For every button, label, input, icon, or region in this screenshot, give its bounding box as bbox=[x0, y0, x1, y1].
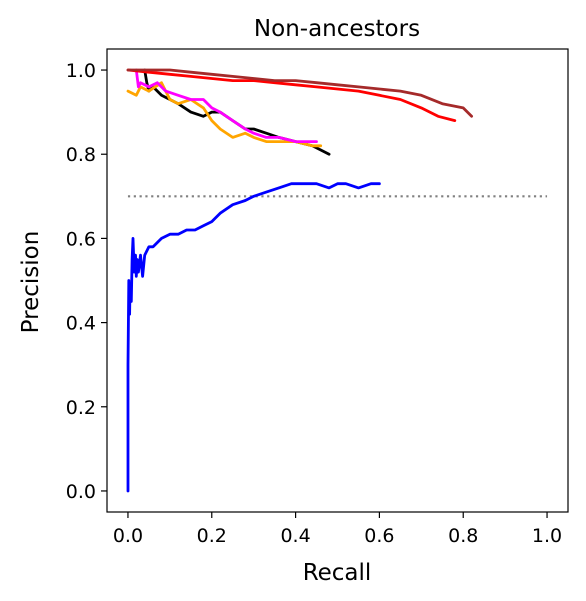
y-axis-ticks: 0.0 0.2 0.4 0.6 0.8 1.0 bbox=[66, 60, 107, 503]
series-line-3 bbox=[126, 81, 323, 148]
y-axis-title: Precision bbox=[18, 231, 44, 334]
y-tick-label: 0.0 bbox=[66, 481, 96, 503]
y-tick-label: 0.2 bbox=[66, 397, 96, 419]
x-tick-label: 0.0 bbox=[113, 525, 143, 547]
y-tick-label: 0.6 bbox=[66, 228, 96, 250]
chart-title: Non-ancestors bbox=[254, 16, 420, 42]
plot-area bbox=[106, 48, 569, 513]
series-line-1 bbox=[126, 182, 381, 493]
series-line-6 bbox=[126, 68, 474, 118]
series-line-4 bbox=[134, 68, 318, 144]
x-tick-label: 0.2 bbox=[197, 525, 227, 547]
x-axis-ticks: 0.0 0.2 0.4 0.6 0.8 1.0 bbox=[113, 512, 562, 547]
x-tick-label: 0.8 bbox=[448, 525, 478, 547]
x-axis-title: Recall bbox=[303, 560, 372, 586]
y-tick-label: 1.0 bbox=[66, 60, 96, 82]
series-line-5 bbox=[126, 68, 457, 122]
x-tick-label: 0.4 bbox=[280, 525, 310, 547]
x-tick-label: 1.0 bbox=[532, 525, 562, 547]
x-tick-label: 0.6 bbox=[364, 525, 394, 547]
y-tick-label: 0.4 bbox=[66, 313, 96, 335]
y-tick-label: 0.8 bbox=[66, 144, 96, 166]
plot-frame bbox=[106, 48, 569, 513]
